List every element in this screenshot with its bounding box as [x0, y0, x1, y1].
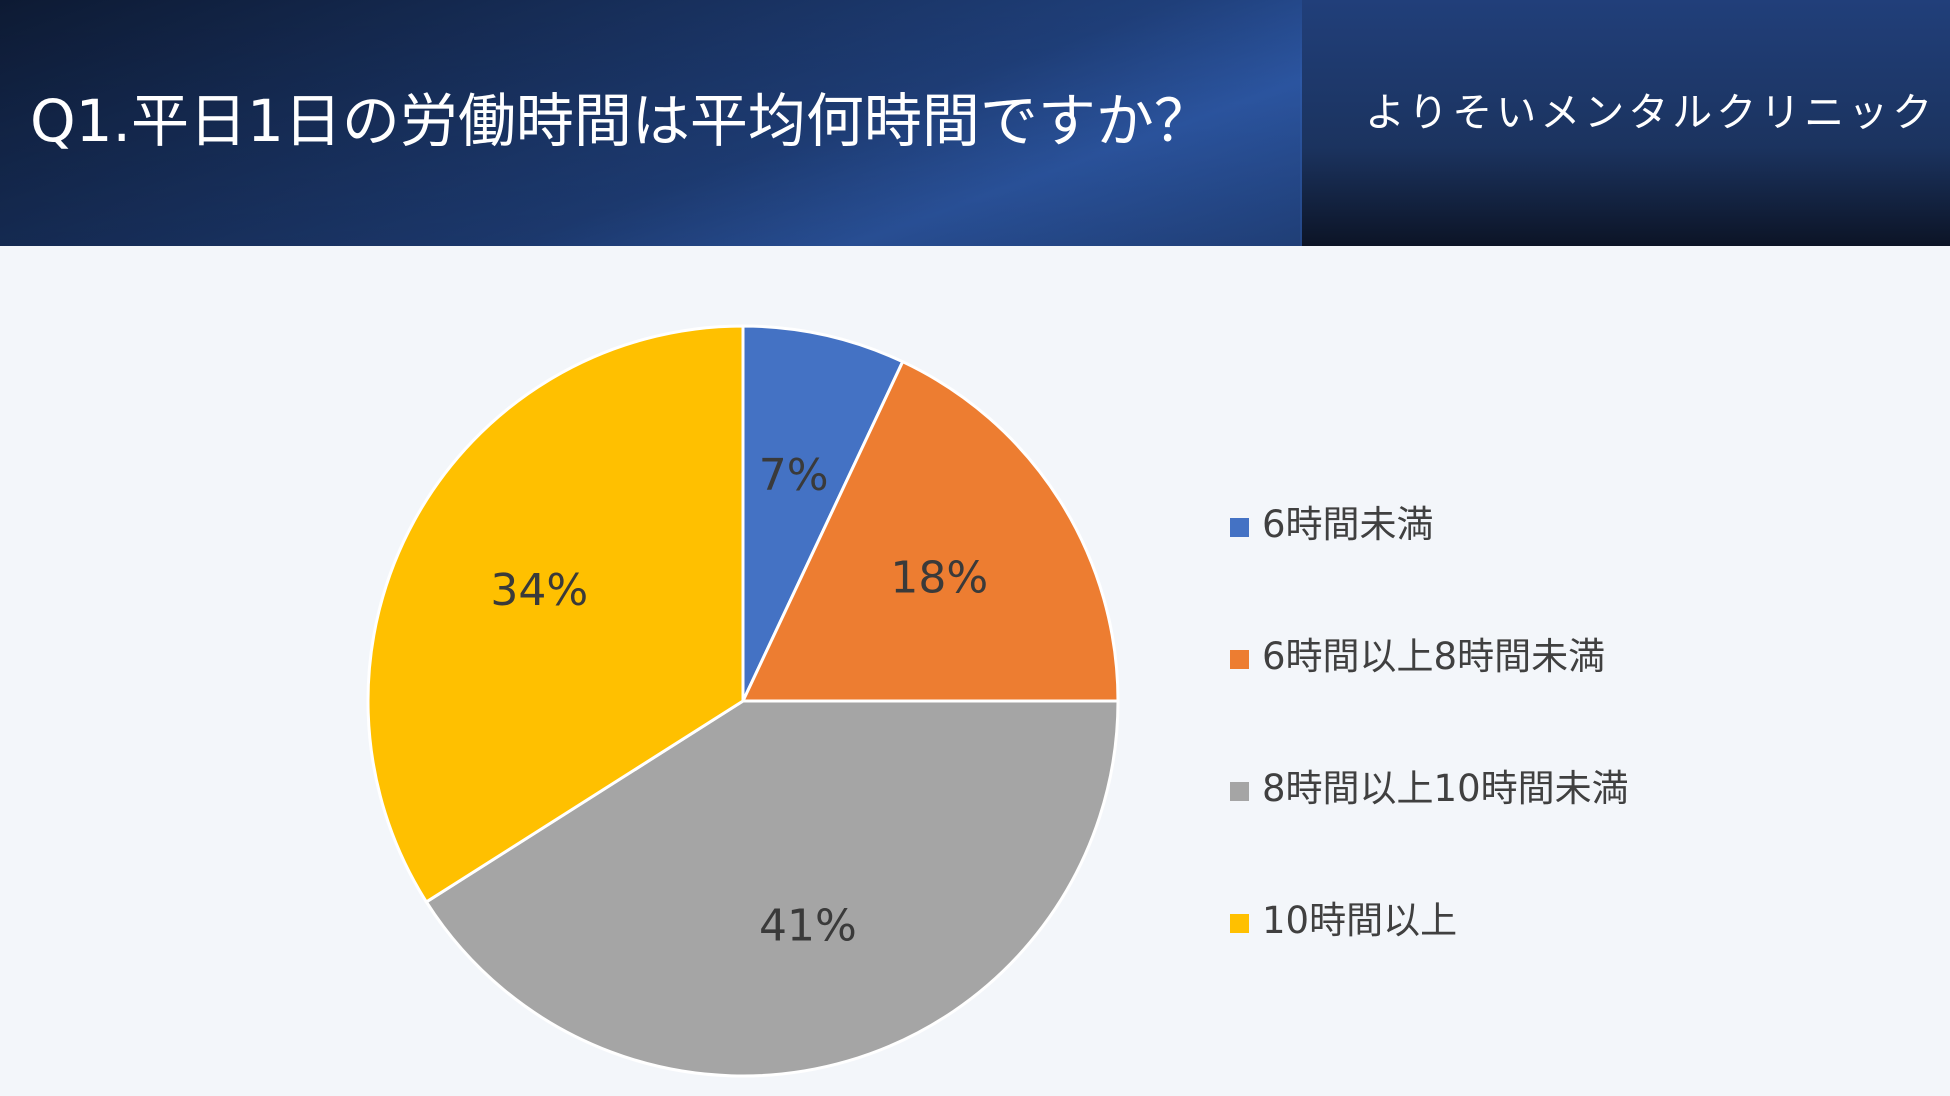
slice-label-6-8h: 18% — [890, 552, 988, 603]
pie-slice-6-8h — [740, 359, 1120, 703]
header-banner: Q1.平日1日の労働時間は平均何時間ですか？ よりそいメンタルクリニック — [0, 0, 1950, 246]
header-right-panel — [1302, 0, 1950, 246]
legend-label: 6時間未満 — [1262, 503, 1434, 546]
legend-label: 6時間以上8時間未満 — [1262, 635, 1606, 678]
slice-label-under-6h: 7% — [759, 450, 829, 501]
slice-label-8-10h: 41% — [759, 900, 857, 951]
legend-label: 10時間以上 — [1262, 899, 1458, 942]
page-title: Q1.平日1日の労働時間は平均何時間ですか？ — [30, 87, 1212, 155]
pie-slice-over-10h — [366, 324, 745, 905]
pie-chart: 7% 18% 41% 34% — [366, 324, 1120, 1078]
legend-swatch-gray — [1230, 782, 1249, 801]
pie-slice-under-6h — [741, 324, 905, 702]
slice-label-over-10h: 34% — [490, 565, 588, 616]
clinic-name: よりそいメンタルクリニック — [1365, 90, 1937, 136]
legend-swatch-blue — [1230, 518, 1249, 537]
legend-swatch-orange — [1230, 650, 1249, 669]
header-left-panel — [0, 0, 1300, 246]
pie-slice-8-10h — [424, 699, 1120, 1078]
legend-swatch-yellow — [1230, 914, 1249, 933]
legend-label: 8時間以上10時間未満 — [1262, 767, 1629, 810]
